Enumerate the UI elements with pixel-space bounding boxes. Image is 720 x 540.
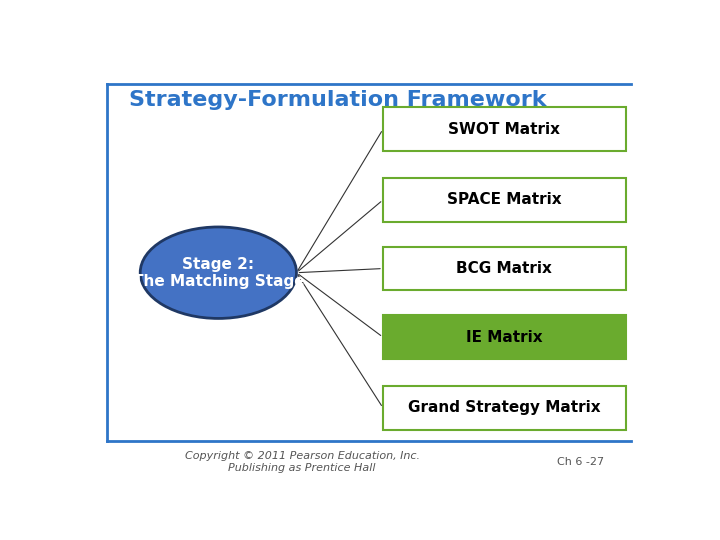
- Text: Copyright © 2011 Pearson Education, Inc.
Publishing as Prentice Hall: Copyright © 2011 Pearson Education, Inc.…: [184, 451, 420, 472]
- Text: SPACE Matrix: SPACE Matrix: [447, 192, 562, 207]
- Text: IE Matrix: IE Matrix: [466, 329, 543, 345]
- Ellipse shape: [140, 227, 297, 319]
- Text: Strategy-Formulation Framework: Strategy-Formulation Framework: [129, 90, 546, 110]
- FancyBboxPatch shape: [383, 315, 626, 359]
- FancyBboxPatch shape: [383, 178, 626, 222]
- Text: Stage 2:
The Matching Stage: Stage 2: The Matching Stage: [132, 256, 304, 289]
- FancyBboxPatch shape: [383, 247, 626, 291]
- Text: BCG Matrix: BCG Matrix: [456, 261, 552, 276]
- Text: SWOT Matrix: SWOT Matrix: [449, 122, 560, 137]
- Text: Ch 6 -27: Ch 6 -27: [557, 457, 605, 467]
- FancyBboxPatch shape: [383, 107, 626, 151]
- FancyBboxPatch shape: [383, 386, 626, 430]
- Text: Grand Strategy Matrix: Grand Strategy Matrix: [408, 400, 600, 415]
